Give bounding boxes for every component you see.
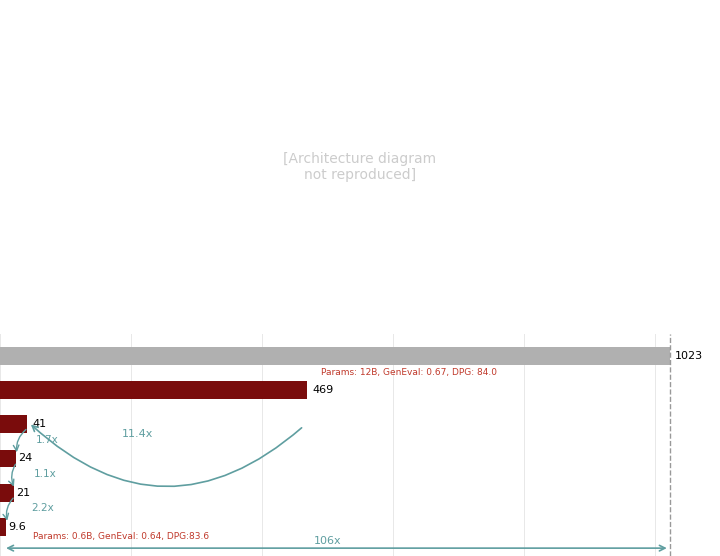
Bar [0,450,16,468]
Bar [0,415,27,433]
Text: 41: 41 [32,419,46,429]
Bar [0,347,670,365]
Text: 2.2x: 2.2x [32,503,54,513]
Bar [0,484,14,502]
Text: Params: 12B, GenEval: 0.67, DPG: 84.0: Params: 12B, GenEval: 0.67, DPG: 84.0 [320,368,497,377]
Text: 1023: 1023 [675,351,703,361]
Text: 106x: 106x [313,536,341,546]
Text: 1.7x: 1.7x [36,435,59,445]
Text: 9.6: 9.6 [8,522,26,532]
Bar [0,518,6,536]
Text: Params: 0.6B, GenEval: 0.64, DPG:83.6: Params: 0.6B, GenEval: 0.64, DPG:83.6 [32,532,209,541]
Text: 11.4x: 11.4x [122,429,153,439]
Text: [Architecture diagram
not reproduced]: [Architecture diagram not reproduced] [284,152,436,182]
Text: 21: 21 [16,488,30,498]
Text: 24: 24 [18,454,32,464]
Bar [0,381,307,399]
Text: 1.1x: 1.1x [34,469,57,479]
Text: 469: 469 [312,385,333,395]
